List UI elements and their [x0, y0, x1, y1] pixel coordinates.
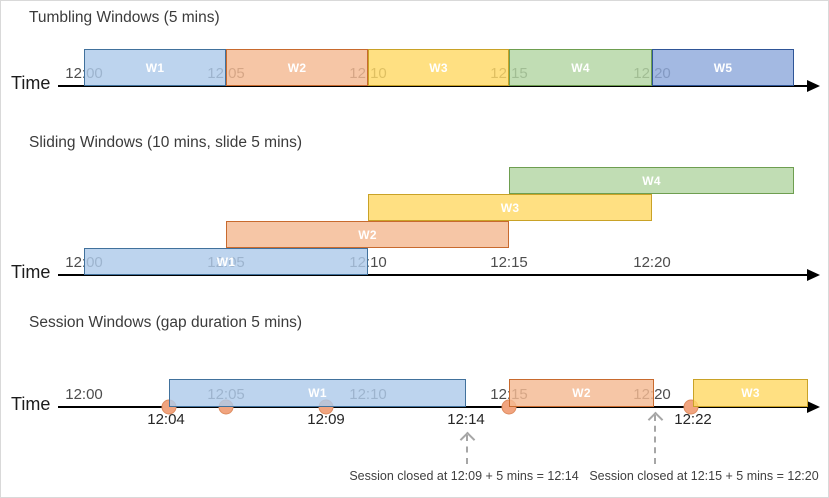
window-box-tumbling-w3: W3 [368, 49, 509, 86]
window-box-session-w2: W2 [509, 379, 654, 407]
window-label: W1 [308, 386, 327, 400]
callout-text: Session closed at 12:09 + 5 mins = 12:14 [349, 469, 579, 483]
event-time-label: 12:04 [147, 411, 185, 428]
time-axis-line [58, 273, 807, 277]
window-box-session-w1: W1 [169, 379, 466, 407]
window-box-session-w3: W3 [693, 379, 808, 407]
callout-up-arrow-icon [466, 435, 468, 464]
window-box-tumbling-w5: W5 [652, 49, 794, 86]
window-label: W3 [500, 200, 520, 215]
section-title-sliding: Sliding Windows (10 mins, slide 5 mins) [29, 134, 303, 151]
window-label: W2 [358, 227, 377, 242]
window-label: W4 [642, 173, 661, 188]
window-box-sliding-w3: W3 [368, 194, 652, 221]
time-axis-line [58, 84, 807, 88]
window-box-tumbling-w1: W1 [84, 49, 226, 86]
window-label: W2 [572, 386, 591, 400]
callout-up-arrow-icon [654, 415, 656, 464]
window-label: W3 [429, 60, 448, 75]
time-axis-line [58, 405, 807, 409]
tick-label: 12:00 [65, 386, 103, 403]
window-label: W1 [145, 60, 165, 75]
window-box-sliding-w4: W4 [509, 167, 794, 194]
callout-text: Session closed at 12:15 + 5 mins = 12:20 [589, 469, 819, 483]
window-label: W5 [713, 60, 733, 75]
section-title-session: Session Windows (gap duration 5 mins) [29, 314, 303, 331]
event-time-label: 12:14 [447, 411, 485, 428]
window-label: W2 [287, 60, 307, 75]
window-label: W1 [216, 254, 236, 269]
axis-arrow-icon [807, 400, 820, 413]
window-box-sliding-w2: W2 [226, 221, 509, 248]
axis-arrow-icon [807, 79, 820, 92]
window-box-tumbling-w4: W4 [509, 49, 652, 86]
window-box-sliding-w1: W1 [84, 248, 368, 275]
window-label: W4 [571, 60, 590, 75]
event-time-label: 12:09 [307, 411, 345, 428]
window-label: W3 [741, 386, 760, 400]
section-title-tumbling: Tumbling Windows (5 mins) [29, 9, 220, 26]
time-axis-label: Time [11, 73, 51, 93]
tick-label: 12:15 [490, 254, 528, 271]
time-axis-label: Time [11, 262, 51, 282]
event-time-label: 12:22 [674, 411, 712, 428]
tick-label: 12:20 [633, 254, 671, 271]
time-axis-label: Time [11, 394, 51, 414]
axis-arrow-icon [807, 268, 820, 281]
window-box-tumbling-w2: W2 [226, 49, 368, 86]
